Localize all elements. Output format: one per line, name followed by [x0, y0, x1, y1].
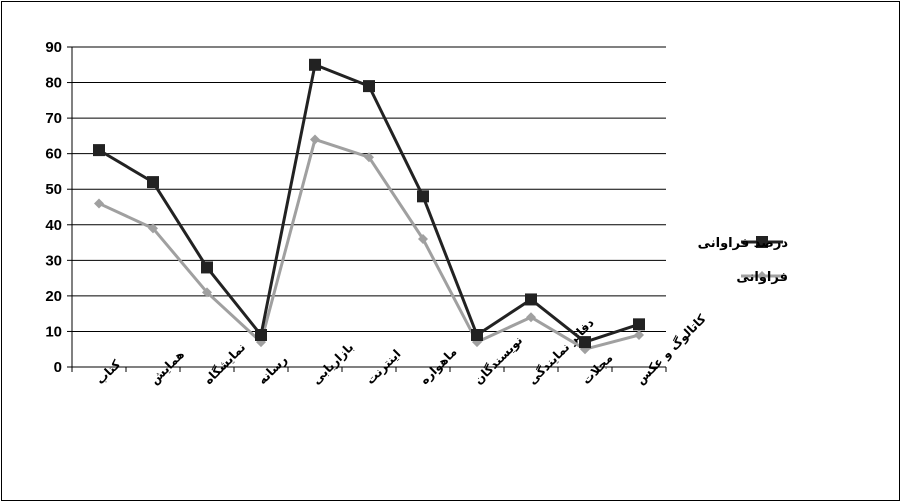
series-line: [98, 63, 640, 344]
series-1: [93, 58, 645, 349]
data-point-diamond: [364, 152, 374, 163]
data-point-square: [633, 318, 645, 331]
x-axis-ticks: کتاب همایش نمایشگاه رسانه بازاریابی اینترنت ما…: [71, 311, 709, 388]
series-line: [98, 137, 640, 351]
x-tick-label: نمایشگاه: [201, 340, 248, 387]
data-point-square: [471, 329, 483, 341]
legend-label: فراوانی: [736, 270, 788, 285]
data-point-diamond: [526, 312, 536, 323]
legend-item-1: درصد فراوانی: [698, 236, 789, 251]
y-axis-ticks: 0 10 20 30 40 50 60 70 80 90: [45, 39, 72, 376]
data-point-square: [525, 293, 537, 306]
legend: درصد فراوانی فراوانی: [698, 236, 789, 285]
y-tick-label: 0: [54, 359, 62, 376]
data-point-diamond: [418, 234, 428, 244]
x-tick-label: کتاب: [93, 357, 123, 387]
series-layer: [93, 58, 645, 355]
legend-marker-square: [756, 236, 768, 248]
data-point-square: [579, 336, 591, 349]
x-tick-label: مجلات: [579, 351, 615, 387]
data-point-diamond: [202, 287, 212, 298]
series-2: [94, 134, 644, 355]
x-tick-label: رسانه: [255, 352, 290, 387]
x-tick-label: بازاریابی: [309, 340, 356, 387]
y-tick-label: 80: [45, 75, 62, 92]
data-point-square: [93, 144, 105, 157]
data-point-square: [363, 80, 375, 93]
data-point-diamond: [148, 223, 158, 234]
y-tick-label: 30: [45, 252, 62, 269]
y-tick-label: 50: [45, 181, 62, 198]
y-tick-label: 40: [45, 217, 62, 234]
y-tick-label: 90: [45, 39, 62, 56]
y-tick-label: 10: [45, 323, 62, 340]
data-point-diamond: [94, 198, 104, 209]
y-tick-label: 20: [45, 288, 62, 305]
legend-label: درصد فراوانی: [698, 236, 789, 251]
data-point-square: [147, 176, 159, 189]
legend-marker-diamond: [757, 271, 767, 281]
data-point-diamond: [310, 134, 320, 145]
data-point-square: [309, 58, 321, 71]
y-tick-label: 70: [45, 110, 62, 127]
data-point-square: [201, 261, 213, 274]
data-point-square: [255, 329, 267, 341]
x-tick-label: ماهواره: [417, 345, 460, 388]
axes: [71, 47, 666, 368]
legend-item-2: فراوانی: [736, 270, 788, 285]
data-point-diamond: [634, 330, 644, 340]
y-tick-label: 60: [45, 146, 62, 163]
data-point-square: [417, 190, 429, 203]
